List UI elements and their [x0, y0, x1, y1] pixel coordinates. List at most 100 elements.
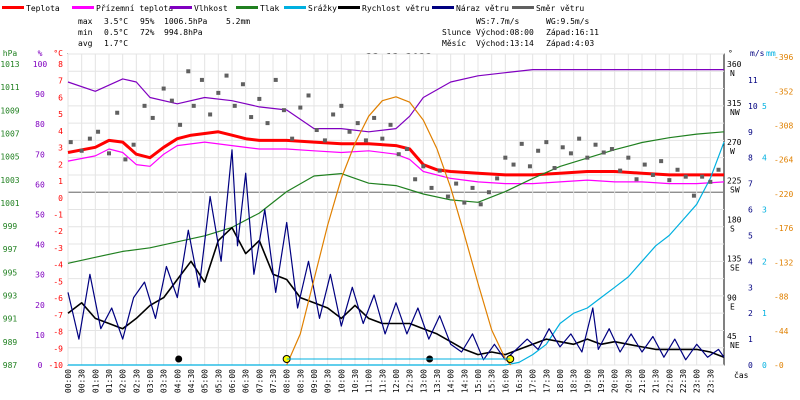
x-tick-label: 19:00	[583, 369, 592, 393]
wind-dir-point	[396, 152, 401, 157]
pressure_hpa-axis-unit: hPa	[3, 49, 18, 58]
wind-speed-tick: 10	[748, 102, 758, 111]
series-tlak	[67, 131, 725, 264]
wind-dir-point	[527, 164, 532, 169]
temperature_c-tick: -7	[53, 311, 63, 320]
pressure_hpa-tick: 991	[3, 315, 18, 324]
x-tick-label: 18:00	[556, 369, 565, 393]
pressure_hpa-tick: 1005	[0, 153, 19, 162]
x-tick-label: 11:00	[365, 369, 374, 393]
x-tick-label: 14:30	[460, 369, 469, 393]
legend-item-teplota: Teplota	[2, 4, 60, 13]
wind-dir-point	[68, 140, 73, 145]
temperature_c-tick: 1	[58, 177, 63, 186]
x-tick-label: 00:00	[64, 369, 73, 393]
x-tick-label: 21:30	[652, 369, 661, 393]
wind-dir-point	[216, 90, 221, 95]
wind-dir-point	[115, 110, 120, 115]
wind-dir-tick: 135	[727, 254, 742, 263]
wind-dir-point	[306, 93, 311, 98]
wind-dir-label: NW	[730, 108, 740, 117]
legend-label: Tlak	[260, 4, 279, 13]
x-tick-label: 03:30	[160, 369, 169, 393]
temperature_c-tick: -2	[53, 227, 63, 236]
legend-item-prizemni-teplota: Přízemní teplota	[72, 4, 173, 13]
x-tick-label: 06:00	[228, 369, 237, 393]
wind-dir-point	[290, 136, 295, 141]
legend-swatch	[170, 6, 192, 9]
legend-item-srazky: Srážky	[284, 4, 337, 13]
wind-dir-tick: 315	[727, 99, 742, 108]
wind-dir-point	[536, 148, 541, 153]
wind-dir-point	[445, 194, 450, 199]
legend-swatch	[72, 6, 94, 9]
wind-dir-point	[388, 122, 393, 127]
x-tick-label: 08:00	[283, 369, 292, 393]
pressure_hpa-tick: 1007	[0, 129, 19, 138]
stats-min-temp: 0.5°C	[104, 28, 128, 37]
solar-tick: -132	[774, 258, 793, 267]
wind-dir-point	[691, 193, 696, 198]
pressure_hpa-tick: 1001	[0, 199, 19, 208]
legend-label: Vlhkost	[194, 4, 228, 13]
x-tick-label: 03:00	[146, 369, 155, 393]
wind-dir-point	[700, 174, 705, 179]
wind-dir-point	[511, 162, 516, 167]
wind-dir-label: SW	[730, 186, 740, 195]
x-axis-label: čas	[734, 370, 749, 380]
wind-dir-point	[560, 145, 565, 150]
wind-dir-point	[634, 177, 639, 182]
wind-speed-tick: 6	[748, 206, 753, 215]
series-line	[286, 96, 512, 366]
legend-item-vlhkost: Vlhkost	[170, 4, 228, 13]
series-line	[67, 149, 725, 361]
temperature_c-tick: 5	[58, 110, 63, 119]
legend-swatch	[432, 6, 454, 9]
series-teplota	[67, 130, 724, 177]
wind-dir-point	[142, 103, 147, 108]
wind-dir-label: NE	[730, 341, 740, 350]
solar-tick: -0	[774, 361, 784, 370]
wind-dir-point	[339, 103, 344, 108]
x-tick-label: 00:30	[78, 369, 87, 393]
series-náraz-větru	[67, 149, 725, 361]
x-tick-label: 04:30	[187, 369, 196, 393]
wind-dir-label: SE	[730, 263, 740, 272]
wind-dir-point	[363, 138, 368, 143]
wind-speed-tick: 11	[748, 76, 758, 85]
stats-block: max 3.5°C 95% 1006.5hPa 5.2mm min 0.5°C …	[78, 17, 250, 48]
wind-dir-point	[232, 103, 237, 108]
x-tick-label: 17:00	[529, 369, 538, 393]
temperature_c-tick: 8	[58, 60, 63, 69]
markers-layer	[175, 355, 515, 363]
legend-swatch	[338, 6, 360, 9]
wind-dir-point	[495, 176, 500, 181]
temperature_c-tick: 3	[58, 144, 63, 153]
wind-speed-tick: 4	[748, 257, 753, 266]
x-tick-label: 14:00	[447, 369, 456, 393]
wind-dir-point	[265, 121, 270, 126]
wind-dir-point	[249, 115, 254, 120]
wind-dir-point	[131, 142, 136, 147]
moon-set: Západ:4:03	[546, 39, 594, 48]
legend-item-tlak: Tlak	[236, 4, 279, 13]
pressure_hpa-tick: 999	[3, 222, 18, 231]
wind-dir-point	[331, 112, 336, 117]
wind-speed-tick: 8	[748, 154, 753, 163]
legend-label: Rychlost větru	[362, 4, 430, 13]
axes: 00:00 00:30 01:00 01:30 02:00 02:30 03:00 03:30…	[0, 49, 793, 393]
sun-set: Západ:16:11	[546, 28, 599, 37]
temperature_c-tick: -1	[53, 211, 63, 220]
x-tick-label: 02:30	[132, 369, 141, 393]
temperature_c-tick: -10	[49, 361, 64, 370]
x-tick-label: 15:30	[488, 369, 497, 393]
pressure_hpa-tick: 993	[3, 292, 18, 301]
series-sluneční-záření	[286, 96, 512, 366]
series-layer	[67, 69, 725, 366]
pressure_hpa-tick: 997	[3, 245, 18, 254]
wind-dir-point	[454, 181, 459, 186]
legend-label: Směr větru	[536, 4, 584, 13]
wind-speed-tick: 1	[748, 335, 753, 344]
temperature_c-tick: -3	[53, 244, 63, 253]
wind-dir-point	[577, 136, 582, 141]
